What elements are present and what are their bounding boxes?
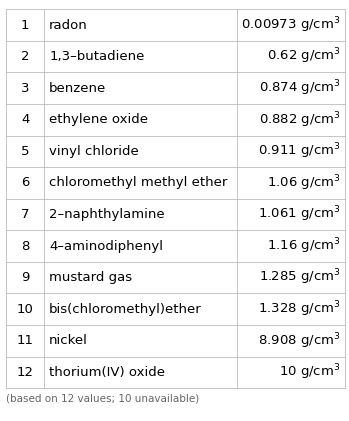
- Text: 11: 11: [17, 334, 34, 347]
- Text: 1: 1: [21, 19, 29, 32]
- Text: 0.00973 g/cm$^3$: 0.00973 g/cm$^3$: [241, 15, 341, 35]
- Text: 8.908 g/cm$^3$: 8.908 g/cm$^3$: [258, 331, 341, 351]
- Text: 6: 6: [21, 176, 29, 189]
- Text: radon: radon: [49, 19, 88, 32]
- Text: 0.882 g/cm$^3$: 0.882 g/cm$^3$: [259, 110, 341, 130]
- Text: benzene: benzene: [49, 82, 106, 95]
- Text: mustard gas: mustard gas: [49, 271, 132, 284]
- Text: chloromethyl methyl ether: chloromethyl methyl ether: [49, 176, 228, 189]
- Text: 2–naphthylamine: 2–naphthylamine: [49, 208, 165, 221]
- Text: 9: 9: [21, 271, 29, 284]
- Text: 10 g/cm$^3$: 10 g/cm$^3$: [279, 362, 341, 382]
- Text: 0.911 g/cm$^3$: 0.911 g/cm$^3$: [258, 141, 341, 161]
- Text: bis(chloromethyl)ether: bis(chloromethyl)ether: [49, 303, 202, 316]
- Text: 1.061 g/cm$^3$: 1.061 g/cm$^3$: [258, 205, 341, 224]
- Text: ethylene oxide: ethylene oxide: [49, 113, 148, 126]
- Text: nickel: nickel: [49, 334, 88, 347]
- Text: 0.874 g/cm$^3$: 0.874 g/cm$^3$: [259, 78, 341, 98]
- Text: 1,3–butadiene: 1,3–butadiene: [49, 50, 144, 63]
- Text: 3: 3: [21, 82, 29, 95]
- Text: 10: 10: [17, 303, 34, 316]
- Text: 0.62 g/cm$^3$: 0.62 g/cm$^3$: [267, 47, 341, 67]
- Text: vinyl chloride: vinyl chloride: [49, 145, 139, 158]
- Text: 8: 8: [21, 240, 29, 253]
- Text: 1.285 g/cm$^3$: 1.285 g/cm$^3$: [259, 268, 341, 288]
- Text: thorium(IV) oxide: thorium(IV) oxide: [49, 366, 165, 379]
- Text: 1.328 g/cm$^3$: 1.328 g/cm$^3$: [258, 299, 341, 319]
- Text: 1.06 g/cm$^3$: 1.06 g/cm$^3$: [267, 173, 341, 193]
- Text: (based on 12 values; 10 unavailable): (based on 12 values; 10 unavailable): [6, 393, 200, 403]
- Text: 12: 12: [17, 366, 34, 379]
- Text: 4–aminodiphenyl: 4–aminodiphenyl: [49, 240, 163, 253]
- Text: 1.16 g/cm$^3$: 1.16 g/cm$^3$: [267, 236, 341, 256]
- Text: 2: 2: [21, 50, 29, 63]
- Text: 4: 4: [21, 113, 29, 126]
- Text: 7: 7: [21, 208, 29, 221]
- Text: 5: 5: [21, 145, 29, 158]
